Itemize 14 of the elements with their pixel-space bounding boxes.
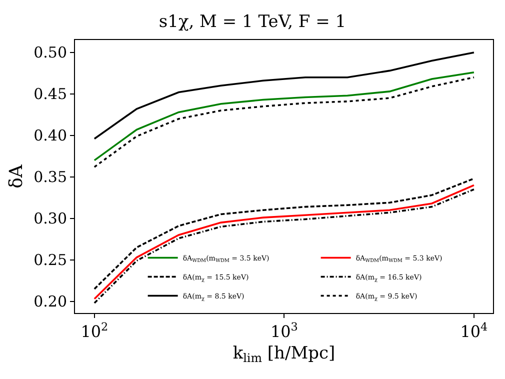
y-tick-label: 0.35 <box>34 168 67 186</box>
y-tick-label: 0.45 <box>34 85 67 104</box>
x-tick-label: 10$^{2}$ <box>80 320 108 342</box>
y-tick-label: 0.40 <box>34 126 67 145</box>
chart-title: s1χ, M = 1 TeV, F = 1 <box>158 12 346 32</box>
y-tick-label: 0.50 <box>34 44 67 62</box>
y-tick-label: 0.30 <box>34 210 67 228</box>
y-axis-title: δA <box>6 164 27 188</box>
x-tick-label: 10$^{3}$ <box>270 320 298 342</box>
y-tick-label: 0.20 <box>34 292 67 311</box>
y-tick-label: 0.25 <box>34 251 67 270</box>
line-series <box>94 52 475 140</box>
x-tick-label: 10$^{4}$ <box>460 320 488 342</box>
x-axis-title: k$_{lim}$ [h/Mpc] <box>232 344 336 366</box>
